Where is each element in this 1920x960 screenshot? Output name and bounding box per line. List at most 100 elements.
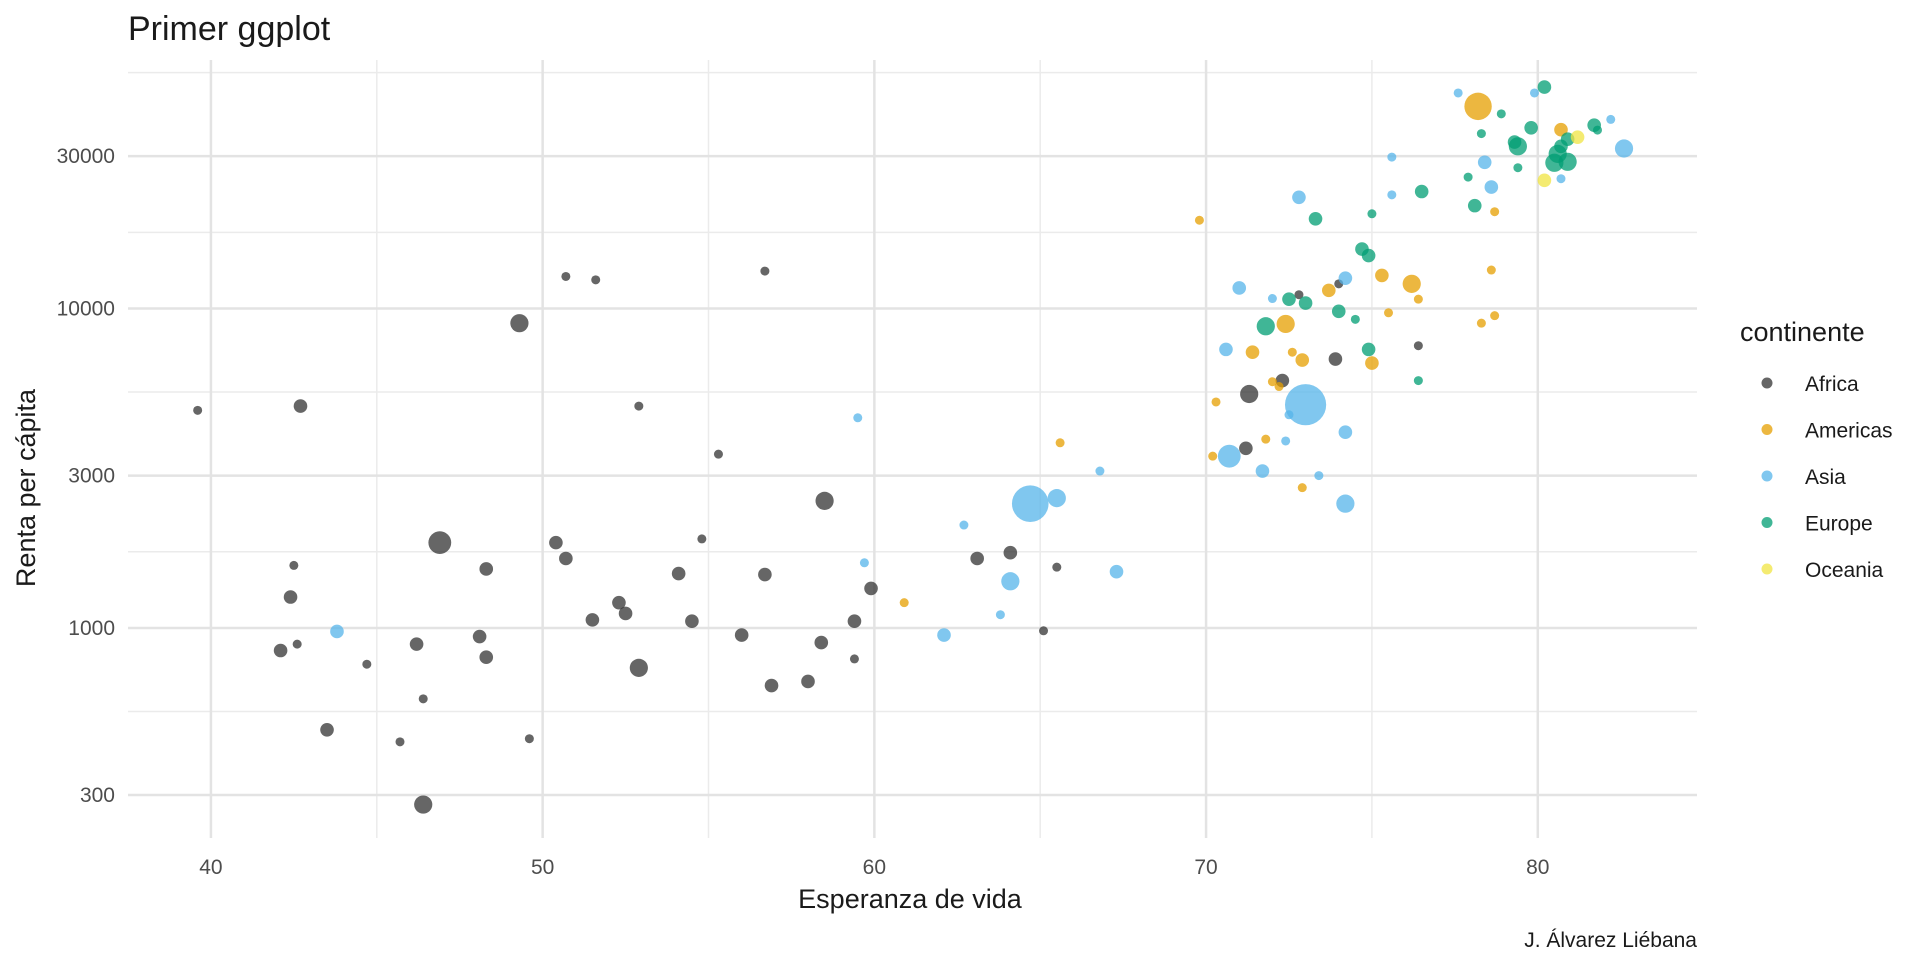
data-point-americas — [1384, 308, 1394, 318]
legend: continente Africa Americas Asia Europe Ocean… — [1740, 317, 1893, 582]
data-point-americas — [1274, 382, 1284, 392]
data-point-americas — [899, 598, 909, 608]
data-point-europe — [1282, 292, 1296, 306]
data-point-africa — [418, 694, 428, 704]
data-point-africa — [634, 401, 644, 411]
chart-caption: J. Álvarez Liébana — [1524, 929, 1697, 952]
data-point-asia — [1109, 564, 1124, 579]
data-point-americas — [1297, 483, 1307, 493]
data-point-africa — [1003, 545, 1018, 560]
data-point-europe — [1554, 139, 1568, 154]
data-point-americas — [1295, 353, 1310, 367]
data-point-africa — [549, 535, 563, 550]
data-point-asia — [1529, 88, 1539, 98]
data-point-asia — [1336, 494, 1355, 513]
data-point-africa — [685, 614, 699, 628]
data-point-americas — [1194, 215, 1204, 225]
data-point-africa — [1039, 626, 1049, 636]
data-point-americas — [1055, 438, 1065, 448]
data-point-africa — [283, 590, 298, 604]
x-tick-label: 80 — [1526, 856, 1549, 879]
data-point-oceania — [1537, 173, 1552, 188]
data-point-asia — [853, 413, 863, 423]
y-tick-label: 10000 — [57, 298, 115, 321]
data-point-europe — [1592, 125, 1602, 135]
legend-key-africa — [1761, 377, 1773, 389]
data-point-asia — [959, 520, 969, 530]
y-tick-label: 30000 — [57, 145, 115, 168]
data-point-asia — [937, 628, 951, 642]
data-point-americas — [1486, 265, 1496, 275]
data-point-africa — [428, 531, 452, 555]
data-point-africa — [293, 399, 308, 413]
data-point-africa — [1294, 290, 1304, 300]
data-point-americas — [1276, 314, 1295, 334]
data-point-africa — [612, 595, 626, 610]
data-point-africa — [409, 637, 424, 651]
data-point-europe — [1361, 342, 1376, 357]
data-point-africa — [815, 491, 834, 510]
x-tick-label: 60 — [863, 856, 886, 879]
data-point-africa — [362, 659, 372, 669]
data-point-asia — [1338, 271, 1353, 285]
data-point-europe — [1558, 152, 1577, 171]
data-point-asia — [1338, 425, 1353, 440]
data-point-europe — [1463, 172, 1473, 182]
x-axis-title: Esperanza de vida — [798, 884, 1023, 914]
data-point-americas — [1402, 274, 1421, 293]
data-point-africa — [1413, 341, 1423, 351]
data-point-asia — [330, 624, 344, 639]
data-point-asia — [1047, 489, 1066, 508]
data-point-americas — [1321, 283, 1336, 298]
data-point-asia — [1614, 139, 1634, 158]
legend-label-europe: Europe — [1805, 513, 1873, 536]
data-point-africa — [629, 658, 648, 677]
data-point-europe — [1367, 209, 1377, 219]
data-point-africa — [479, 562, 494, 576]
data-point-europe — [1256, 317, 1275, 336]
data-point-africa — [289, 560, 299, 570]
data-point-asia — [1387, 190, 1397, 200]
legend-key-americas — [1761, 424, 1773, 435]
data-point-asia — [1387, 152, 1397, 162]
data-point-africa — [618, 606, 633, 621]
data-point-africa — [585, 613, 600, 627]
data-point-europe — [1350, 314, 1360, 324]
data-point-africa — [1239, 441, 1253, 456]
data-point-americas — [1413, 294, 1423, 304]
y-tick-label: 300 — [80, 784, 115, 807]
data-point-americas — [1245, 345, 1260, 360]
data-point-asia — [1606, 114, 1616, 124]
data-point-americas — [1476, 318, 1486, 328]
legend-title: continente — [1740, 317, 1865, 347]
data-point-africa — [801, 674, 815, 689]
data-point-asia — [995, 610, 1005, 620]
x-tick-label: 70 — [1194, 856, 1217, 879]
data-point-asia — [1314, 471, 1324, 481]
data-point-africa — [561, 271, 571, 281]
data-point-oceania — [1570, 130, 1585, 144]
data-point-africa — [758, 567, 772, 582]
legend-key-oceania — [1761, 563, 1773, 575]
data-point-americas — [1261, 434, 1271, 444]
data-point-africa — [320, 722, 334, 737]
data-point-asia — [1011, 485, 1049, 522]
data-point-asia — [1217, 444, 1241, 468]
data-point-americas — [1490, 311, 1500, 321]
chart-title: Primer ggplot — [128, 10, 331, 48]
data-point-africa — [849, 654, 859, 664]
y-tick-label: 1000 — [68, 617, 115, 640]
data-point-asia — [1255, 464, 1270, 478]
data-point-asia — [1453, 88, 1463, 98]
data-point-asia — [1267, 294, 1277, 304]
data-point-europe — [1467, 198, 1482, 213]
data-point-americas — [1267, 377, 1277, 387]
data-point-africa — [1328, 352, 1343, 366]
data-point-americas — [1287, 347, 1297, 357]
data-point-europe — [1298, 296, 1313, 310]
data-point-asia — [1292, 190, 1306, 205]
data-point-africa — [1240, 384, 1259, 404]
data-point-americas — [1554, 122, 1568, 137]
data-point-africa — [559, 551, 573, 566]
